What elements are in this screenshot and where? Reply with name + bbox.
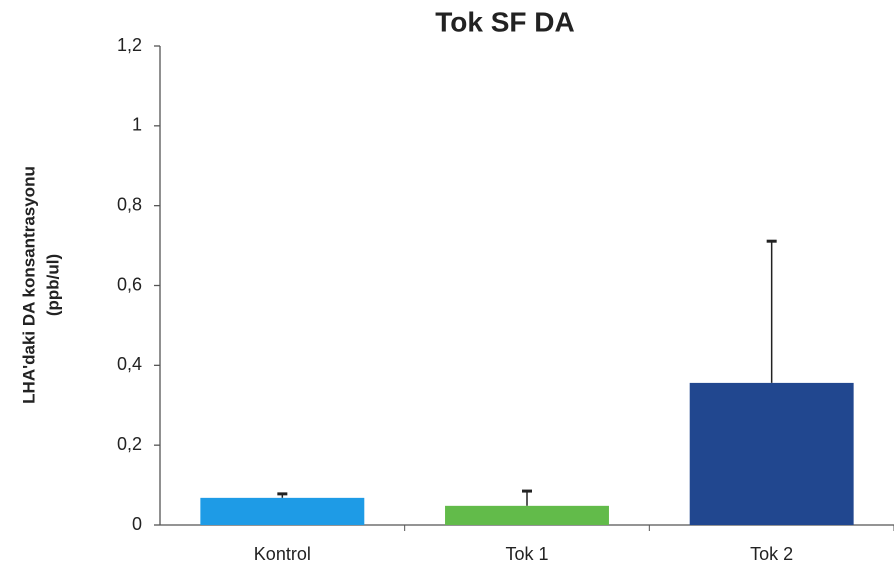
bar (689, 382, 854, 525)
y-tick-label: 0,2 (117, 434, 142, 454)
x-tick-label: Tok 1 (505, 544, 548, 564)
y-tick-label: 1 (132, 115, 142, 135)
bar (200, 497, 365, 525)
bar (445, 505, 609, 525)
x-tick-label: Kontrol (254, 544, 311, 564)
y-tick-label: 0 (132, 514, 142, 534)
y-tick-label: 0,4 (117, 354, 142, 374)
chart-title: Tok SF DA (435, 6, 574, 37)
y-axis-label: LHA'daki DA konsantrasyonu (19, 166, 38, 404)
y-tick-label: 1,2 (117, 35, 142, 55)
y-tick-label: 0,6 (117, 274, 142, 294)
x-tick-label: Tok 2 (750, 544, 793, 564)
y-tick-label: 0,8 (117, 194, 142, 214)
y-axis-label: (ppb/ul) (43, 254, 62, 316)
